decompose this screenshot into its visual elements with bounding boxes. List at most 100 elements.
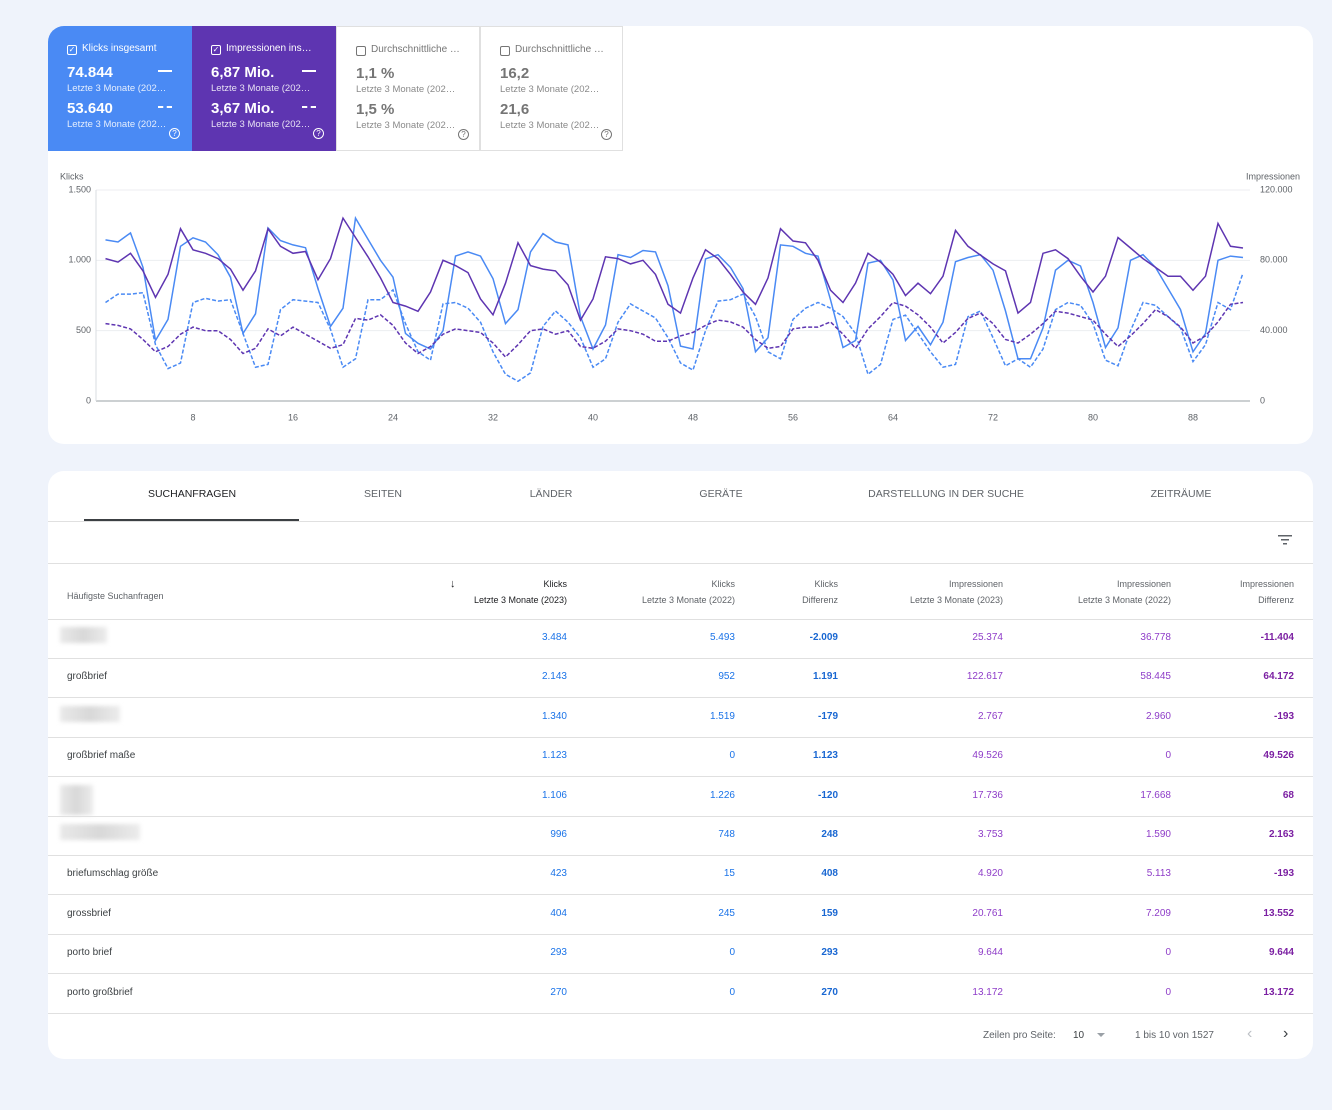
query[interactable]: briefumschlag größe — [67, 868, 159, 880]
tab[interactable]: LÄNDER — [529, 488, 573, 500]
divider — [48, 521, 1313, 522]
divider — [48, 619, 1313, 620]
column-metric[interactable]: Impressionen — [948, 579, 1003, 589]
query[interactable]: porto großbrief — [67, 986, 133, 998]
column-period[interactable]: Letzte 3 Monate (2022) — [641, 595, 735, 605]
tab[interactable]: GERÄTE — [699, 488, 743, 500]
cell: 4.920 — [977, 868, 1003, 880]
chart: Klicks Impressionen 0 500 1.000 1.500 0 40.000 8… — [60, 171, 1300, 422]
cell: 0 — [729, 750, 735, 762]
metric-current: 1,1 % — [356, 65, 395, 82]
metric-previous: 3,67 Mio. — [211, 100, 275, 117]
help-icon[interactable]: ? — [458, 129, 469, 140]
help-icon[interactable]: ? — [313, 128, 324, 139]
column-metric[interactable]: Klicks — [814, 579, 838, 589]
column-period[interactable]: Letzte 3 Monate (2023) — [473, 595, 567, 605]
y2-tick-label: 40.000 — [1260, 325, 1288, 335]
x-tick-label: 80 — [1088, 412, 1098, 422]
y2-tick-label: 120.000 — [1260, 184, 1293, 194]
tab[interactable]: SUCHANFRAGEN — [147, 488, 237, 500]
prev-page[interactable]: ‹ — [1247, 1025, 1253, 1042]
cell: 1.106 — [541, 789, 567, 801]
metric-current-period: Letzte 3 Monate (202… — [500, 84, 600, 95]
cell: 5.113 — [1146, 868, 1171, 880]
metric-label: Impressionen ins… — [226, 43, 312, 54]
rows-per-page[interactable]: 10 — [1073, 1030, 1085, 1041]
tab-indicator — [84, 519, 299, 521]
redacted-query — [60, 627, 107, 643]
metric-label: Durchschnittliche … — [515, 44, 604, 55]
metric-previous-period: Letzte 3 Monate (202… — [67, 119, 167, 130]
checkbox[interactable]: ✓ — [67, 45, 77, 55]
row-divider — [48, 697, 1313, 699]
cell: -2.009 — [809, 632, 838, 643]
query[interactable]: großbrief — [67, 671, 108, 683]
dashed-line — [105, 272, 1244, 383]
redacted-query — [60, 705, 120, 722]
metric-tile[interactable]: ✓ Klicks insgesamt 74.844 Letzte 3 Monate (… — [48, 26, 192, 151]
metric-tile[interactable]: Durchschnittliche … 1,1 % Letzte 3 Monate … — [336, 26, 480, 151]
metric-previous: 21,6 — [500, 101, 530, 118]
cell: 1.519 — [709, 710, 735, 722]
cell: 159 — [821, 907, 838, 919]
cell: 270 — [550, 986, 567, 998]
cell: 996 — [550, 829, 567, 840]
row-divider — [48, 815, 1313, 817]
filter-icon[interactable] — [1278, 535, 1292, 545]
cell: 0 — [1165, 986, 1171, 998]
help-icon[interactable]: ? — [169, 128, 180, 139]
tab[interactable]: DARSTELLUNG IN DER SUCHE — [868, 488, 1024, 500]
metric-label: Durchschnittliche … — [371, 44, 460, 55]
y-tick-label: 500 — [76, 325, 91, 335]
dropdown-arrow[interactable] — [1097, 1033, 1105, 1037]
cell: 293 — [821, 947, 838, 959]
row-divider — [48, 776, 1313, 778]
x-tick-label: 48 — [688, 412, 698, 422]
cell: 1.340 — [541, 710, 567, 722]
cell: -193 — [1273, 710, 1294, 722]
column-period[interactable]: Letzte 3 Monate (2023) — [909, 595, 1003, 605]
column-period[interactable]: Differenz — [1258, 595, 1294, 605]
cell: 3.753 — [977, 829, 1003, 840]
cell: 2.163 — [1268, 829, 1294, 840]
column-metric[interactable]: Impressionen — [1116, 579, 1171, 589]
column-period[interactable]: Differenz — [802, 595, 838, 605]
solid-line-icon — [158, 70, 172, 72]
metric-previous: 1,5 % — [356, 101, 395, 118]
page-range: 1 bis 10 von 1527 — [1135, 1030, 1214, 1041]
tab[interactable]: ZEITRÄUME — [1150, 488, 1212, 500]
cell: 1.226 — [709, 789, 735, 801]
query[interactable]: porto brief — [67, 947, 113, 959]
solid-line — [105, 215, 1244, 360]
row-divider — [48, 933, 1313, 935]
metric-tile[interactable]: ✓ Impressionen ins… 6,87 Mio. Letzte 3 Mona… — [192, 26, 336, 151]
cell: 408 — [821, 868, 838, 880]
checkbox[interactable] — [500, 46, 510, 56]
metric-tile[interactable]: Durchschnittliche … 16,2 Letzte 3 Monate (… — [480, 26, 623, 151]
column-period[interactable]: Letzte 3 Monate (2022) — [1077, 595, 1171, 605]
tab[interactable]: SEITEN — [364, 488, 402, 500]
row-divider — [48, 736, 1313, 738]
next-page[interactable]: › — [1283, 1025, 1289, 1042]
column-metric[interactable]: Klicks — [543, 579, 567, 589]
checkbox[interactable]: ✓ — [211, 45, 221, 55]
cell: 20.761 — [972, 907, 1003, 919]
solid-line — [105, 216, 1244, 322]
x-tick-label: 64 — [888, 412, 898, 422]
cell: 13.552 — [1263, 907, 1294, 919]
dashed-line-icon — [158, 106, 172, 108]
row-divider — [48, 855, 1313, 856]
checkbox[interactable] — [356, 46, 366, 56]
table-card — [48, 471, 1313, 1059]
cell: 248 — [821, 829, 838, 840]
query[interactable]: grossbrief — [67, 907, 111, 919]
column-metric[interactable]: Klicks — [711, 579, 735, 589]
cell: 1.123 — [541, 750, 567, 762]
query[interactable]: großbrief maße — [67, 750, 136, 762]
x-tick-label: 40 — [588, 412, 598, 422]
help-icon[interactable]: ? — [601, 129, 612, 140]
column-metric[interactable]: Impressionen — [1239, 579, 1294, 589]
cell: 2.960 — [1145, 710, 1171, 722]
row-divider — [48, 658, 1313, 659]
metric-label: Klicks insgesamt — [82, 43, 157, 54]
